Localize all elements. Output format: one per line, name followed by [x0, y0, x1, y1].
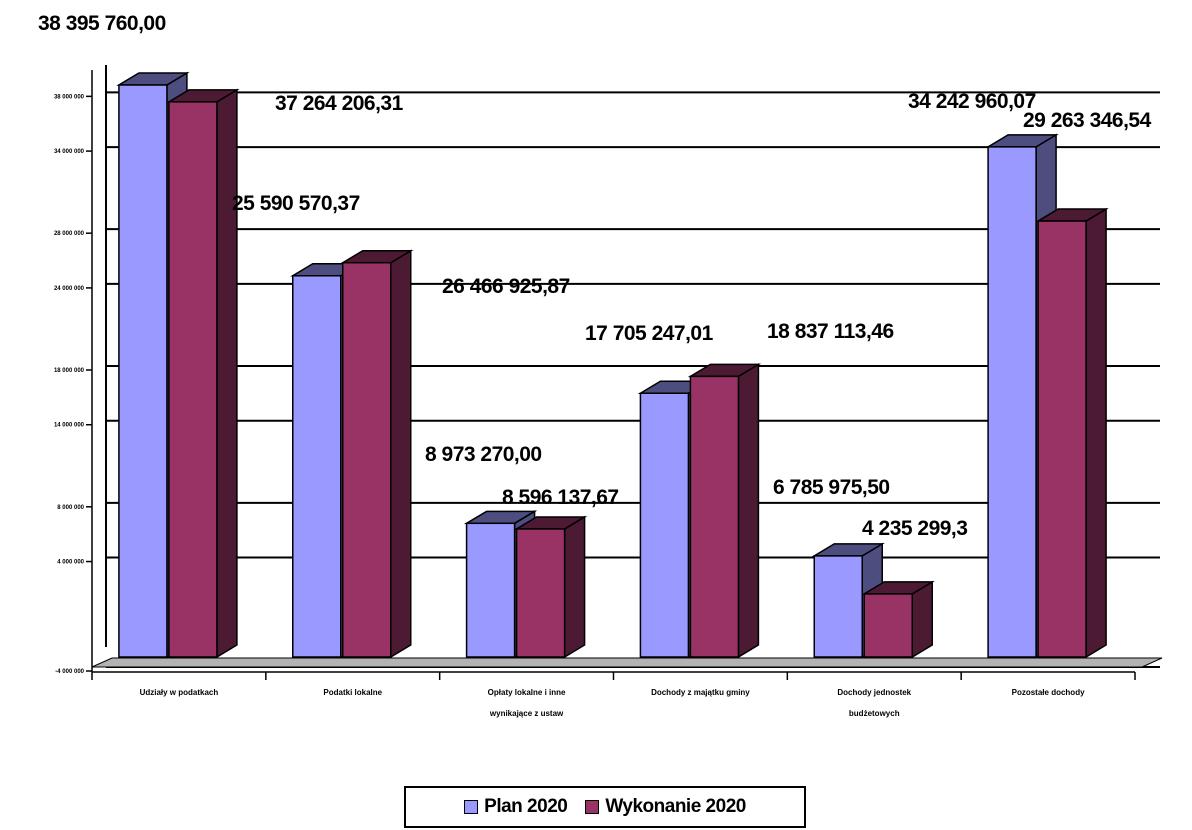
x-tick-label-4-0: Dochody jednostek	[837, 688, 911, 697]
bar-execution-2	[513, 515, 588, 659]
y-tick-label-0: -4 000 000	[55, 669, 84, 675]
x-tick-label-0-0: Udziały w podatkach	[140, 688, 219, 697]
bar-front	[118, 84, 168, 658]
bar-front	[465, 522, 516, 658]
value-labels: 38 395 760,00 25 590 570,37 8 973 270,00 17…	[38, 12, 1152, 540]
bar-front	[1037, 220, 1087, 658]
bar-front	[813, 555, 863, 658]
bar-chart: -4 000 000 4 000 000 8 000 000 14 000 000 18…	[38, 12, 1163, 718]
bars-group	[116, 71, 1109, 659]
value-label-plan-4: 6 785 975,50	[773, 476, 890, 499]
value-label-plan-5: 34 242 960,07	[908, 90, 1036, 113]
bar-execution-1	[340, 249, 414, 659]
value-label-execution-0: 37 264 206,31	[275, 92, 404, 115]
x-tick-label-2-1: wynikające z ustaw	[489, 709, 564, 718]
bar-side	[563, 515, 586, 659]
x-tick-label-1-0: Podatki lokalne	[323, 688, 382, 697]
value-label-plan-3: 17 705 247,01	[585, 322, 714, 345]
bar-front	[515, 528, 566, 658]
value-label-execution-4: 4 235 299,3	[862, 517, 967, 540]
legend-item-plan: Plan 2020	[464, 796, 568, 818]
value-label-plan-1: 25 590 570,37	[232, 192, 360, 215]
legend: Plan 2020 Wykonanie 2020	[404, 786, 806, 828]
bar-side	[1085, 207, 1107, 659]
y-tick-label-4: 18 000 000	[54, 368, 85, 374]
value-label-execution-2: 8 596 137,67	[502, 486, 619, 509]
gridlines	[105, 65, 1160, 668]
y-tick-label-1: 4 000 000	[57, 560, 84, 566]
y-tick-label-6: 28 000 000	[54, 231, 85, 237]
bar-front	[639, 392, 690, 658]
x-tick-label-4-1: budżetowych	[849, 709, 900, 718]
y-tick-label-2: 8 000 000	[57, 505, 84, 511]
bar-front	[987, 146, 1037, 658]
bar-front	[863, 593, 913, 658]
legend-label-plan: Plan 2020	[484, 796, 568, 817]
y-tick-label-7: 34 000 000	[54, 149, 85, 155]
y-tick-label-8: 38 000 000	[54, 94, 85, 100]
x-tick-label-3-0: Dochody z majątku gminy	[651, 688, 750, 697]
bar-front	[342, 261, 392, 658]
floor-plane	[91, 657, 1163, 668]
legend-label-execution: Wykonanie 2020	[605, 796, 746, 817]
x-axis: Udziały w podatkach Podatki lokalne Opłaty…	[91, 671, 1136, 718]
bar-execution-4	[861, 580, 935, 659]
bar-side	[390, 249, 412, 659]
legend-item-execution: Wykonanie 2020	[585, 796, 746, 818]
chart-floor	[91, 657, 1163, 668]
value-label-plan-2: 8 973 270,00	[425, 443, 542, 466]
value-label-execution-3: 18 837 113,46	[767, 320, 894, 343]
bar-side	[216, 88, 238, 659]
bar-front	[689, 375, 740, 658]
value-label-execution-1: 26 466 925,87	[442, 275, 570, 298]
bar-side	[911, 580, 933, 659]
x-tick-label-2-0: Opłaty lokalne i inne	[488, 688, 566, 697]
bar-execution-0	[166, 88, 240, 659]
bar-front	[168, 101, 218, 658]
y-axis: -4 000 000 4 000 000 8 000 000 14 000 000 18…	[54, 70, 93, 675]
y-tick-label-5: 24 000 000	[54, 286, 85, 292]
bar-execution-3	[687, 363, 762, 659]
x-tick-label-5-0: Pozostałe dochody	[1012, 688, 1085, 697]
bar-execution-5	[1035, 207, 1109, 659]
bar-front	[292, 275, 342, 658]
value-label-plan-0: 38 395 760,00	[38, 12, 166, 35]
y-tick-label-3: 14 000 000	[54, 423, 85, 429]
legend-swatch-execution	[585, 800, 600, 814]
bar-side	[737, 363, 760, 659]
value-label-execution-5: 29 263 346,54	[1023, 109, 1152, 132]
legend-swatch-plan	[464, 800, 479, 814]
